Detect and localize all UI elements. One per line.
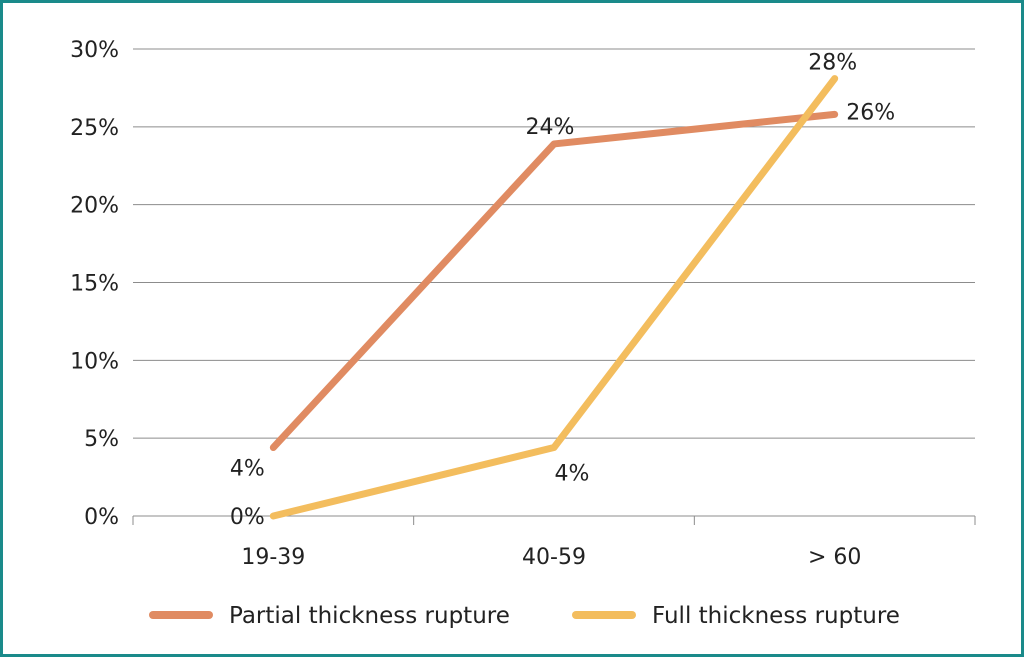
data-label: 4%: [555, 462, 590, 487]
data-labels: 4% 24% 26% 0% 4% 28%: [230, 51, 895, 530]
y-tick-label: 5%: [84, 427, 119, 452]
series-lines: [273, 78, 835, 516]
data-label: 0%: [230, 505, 265, 530]
x-tick-label: 40-59: [522, 545, 586, 570]
y-tick-label: 0%: [84, 505, 119, 530]
data-label: 24%: [526, 115, 575, 140]
x-tick-label: > 60: [808, 545, 861, 570]
data-label: 28%: [808, 51, 857, 76]
data-label: 26%: [846, 100, 895, 125]
legend-label: Partial thickness rupture: [229, 603, 510, 629]
x-tick-label: 19-39: [241, 545, 305, 570]
y-tick-label: 30%: [70, 38, 119, 63]
y-tick-label: 20%: [70, 194, 119, 219]
y-axis-ticks: 0% 5% 10% 15% 20% 25% 30%: [70, 38, 119, 530]
series-line: [273, 114, 834, 447]
data-label: 4%: [230, 457, 265, 482]
y-tick-label: 15%: [70, 272, 119, 297]
legend-label: Full thickness rupture: [652, 603, 900, 629]
legend: Partial thickness rupture Full thickness …: [153, 603, 900, 629]
line-chart: 0% 5% 10% 15% 20% 25% 30% 19-39 40-59 > 60 4% 24%…: [3, 3, 1024, 660]
y-tick-label: 25%: [70, 116, 119, 141]
y-tick-label: 10%: [70, 349, 119, 374]
